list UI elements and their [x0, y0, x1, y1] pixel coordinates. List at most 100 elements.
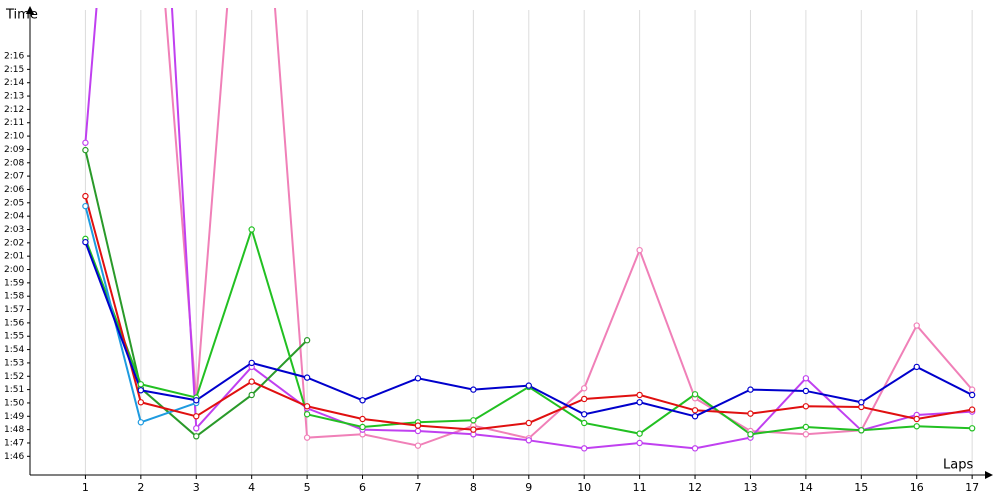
y-tick-label: 1:56 [4, 318, 24, 328]
y-tick-label: 1:50 [4, 398, 24, 408]
y-tick-label: 2:02 [4, 238, 24, 248]
y-tick-label: 2:06 [4, 185, 24, 195]
x-tick-label: 3 [193, 481, 200, 494]
point [691, 413, 699, 420]
x-tick-label: 17 [965, 481, 979, 494]
point [193, 433, 200, 440]
point [82, 202, 89, 210]
x-tick-label: 16 [910, 481, 924, 494]
point [747, 410, 754, 417]
point [802, 387, 810, 395]
point [248, 226, 255, 233]
point [747, 386, 754, 393]
point [968, 391, 976, 399]
point [913, 322, 920, 329]
point [636, 246, 643, 254]
point [470, 426, 477, 433]
x-tick-label: 5 [304, 481, 311, 494]
y-tick-label: 2:01 [4, 252, 24, 262]
point [581, 419, 588, 427]
x-tick-label: 1 [82, 481, 89, 494]
point [470, 386, 477, 393]
y-tick-label: 2:10 [4, 132, 24, 142]
point [414, 427, 422, 435]
point [858, 399, 865, 406]
point [248, 378, 255, 385]
point [137, 387, 145, 394]
point [303, 434, 311, 441]
point [802, 423, 810, 431]
x-tick-label: 9 [525, 481, 532, 494]
x-tick-label: 7 [414, 481, 421, 494]
y-tick-label: 2:00 [4, 265, 24, 275]
y-tick-label: 2:11 [4, 118, 24, 128]
point [303, 337, 311, 344]
point [82, 238, 89, 246]
point [858, 427, 865, 434]
point [414, 442, 422, 449]
point [193, 425, 200, 432]
y-tick-label: 2:15 [4, 65, 24, 75]
point [581, 385, 588, 392]
y-arrow [26, 6, 34, 14]
x-tick-label: 15 [854, 481, 868, 494]
series-line [164, 8, 973, 447]
y-tick-label: 1:59 [4, 278, 24, 288]
y-tick-label: 1:54 [4, 345, 24, 355]
point [470, 417, 477, 424]
y-tick-label: 1:51 [4, 385, 24, 395]
point [414, 375, 422, 382]
y-tick-label: 2:16 [4, 52, 24, 62]
x-tick-label: 12 [688, 481, 702, 494]
point [193, 413, 200, 420]
y-tick-label: 2:12 [4, 105, 24, 115]
y-tick-label: 2:09 [4, 145, 24, 155]
y-tick-label: 1:57 [4, 305, 24, 315]
point [248, 391, 255, 399]
x-tick-label: 4 [248, 481, 255, 494]
x-arrow [985, 471, 993, 479]
point [802, 431, 810, 438]
point [691, 391, 699, 398]
y-tick-label: 1:49 [4, 412, 24, 422]
point [359, 415, 366, 423]
y-tick-label: 1:52 [4, 372, 24, 382]
point [691, 445, 699, 452]
y-tick-label: 1:55 [4, 332, 24, 342]
point [525, 437, 532, 444]
y-tick-label: 1:53 [4, 358, 24, 368]
point [137, 381, 145, 388]
point [636, 391, 643, 399]
y-tick-label: 2:13 [4, 92, 24, 102]
y-tick-label: 1:47 [4, 438, 24, 448]
y-tick-label: 1:46 [4, 452, 24, 462]
point [303, 403, 311, 410]
y-tick-label: 2:04 [4, 212, 24, 222]
x-tick-label: 14 [799, 481, 813, 494]
point [968, 386, 976, 393]
y-tick-label: 2:07 [4, 172, 24, 182]
x-tick-label: 8 [470, 481, 477, 494]
y-tick-label: 2:03 [4, 225, 24, 235]
x-tick-label: 6 [359, 481, 366, 494]
point [248, 359, 255, 367]
point [747, 431, 754, 438]
point [82, 146, 89, 154]
point [636, 439, 643, 447]
point [581, 395, 588, 403]
point [137, 399, 145, 406]
point [414, 422, 422, 429]
point [802, 375, 810, 382]
y-tick-label: 1:48 [4, 425, 24, 435]
y-tick-label: 2:14 [4, 78, 24, 88]
x-tick-label: 13 [743, 481, 757, 494]
point [913, 415, 920, 423]
point [581, 445, 588, 452]
y-axis-title: Time [5, 8, 38, 23]
point [636, 399, 643, 406]
point [359, 423, 366, 431]
x-tick-label: 2 [137, 481, 144, 494]
x-axis-title: Laps [943, 458, 973, 473]
